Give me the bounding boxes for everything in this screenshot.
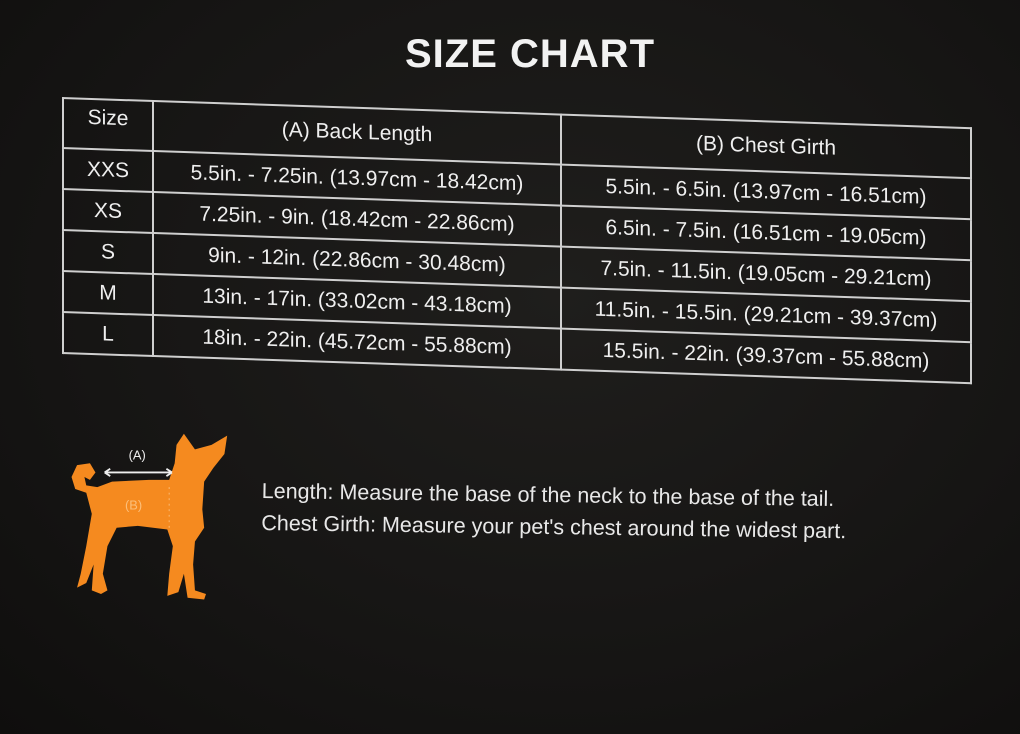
- page-title: SIZE CHART: [405, 32, 655, 76]
- note-chest-girth: Chest Girth: Measure your pet's chest ar…: [261, 510, 847, 544]
- size-cell: XS: [63, 189, 153, 234]
- label-b: (B): [125, 497, 142, 512]
- arrowheads-icon: [104, 467, 173, 477]
- size-chart-table: Size (A) Back Length (B) Chest Girth XXS…: [62, 97, 972, 384]
- measurement-notes: Length: Measure the base of the neck to …: [261, 475, 847, 547]
- size-cell: L: [63, 312, 153, 357]
- size-cell: XXS: [63, 148, 153, 193]
- dog-body-shape: [71, 433, 228, 600]
- dog-silhouette-icon: (A) (B): [71, 433, 228, 600]
- size-cell: S: [63, 230, 153, 275]
- size-cell: M: [63, 271, 153, 316]
- header-size: Size: [63, 98, 153, 152]
- label-a: (A): [129, 448, 146, 463]
